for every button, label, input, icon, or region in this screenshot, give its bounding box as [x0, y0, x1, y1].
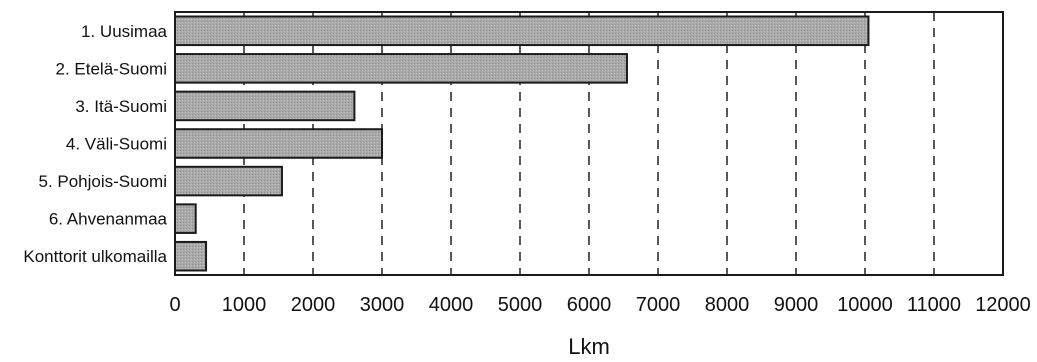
- x-tick-label-3000: 3000: [360, 294, 405, 316]
- category-label-6: 6. Ahvenanmaa: [49, 210, 168, 229]
- x-tick-label-1000: 1000: [222, 294, 267, 316]
- bar-7: [174, 240, 208, 272]
- x-tick-labels: 0 1000 2000 3000 4000 5000 6000 7000 8000 9000 100…: [169, 294, 1030, 316]
- bars: [174, 15, 870, 272]
- category-label-1: 1. Uusimaa: [81, 22, 168, 41]
- x-tick-label-4000: 4000: [429, 294, 474, 316]
- bar-5: [174, 165, 283, 197]
- x-axis-title: Lkm: [568, 334, 610, 359]
- x-tick-label-2000: 2000: [291, 294, 336, 316]
- bar-6: [174, 203, 197, 234]
- bar-3: [174, 90, 356, 122]
- x-tick-label-0: 0: [169, 294, 180, 316]
- x-tick-label-12000: 12000: [975, 294, 1031, 316]
- plot-area-frame: [174, 11, 1004, 276]
- bar-1: [174, 15, 870, 47]
- category-label-4: 4. Väli-Suomi: [66, 135, 167, 154]
- x-tick-label-9000: 9000: [774, 294, 819, 316]
- category-label-3: 3. Itä-Suomi: [75, 97, 167, 116]
- bar-4: [174, 128, 383, 159]
- x-tick-label-11000: 11000: [907, 294, 961, 316]
- category-label-2: 2. Etelä-Suomi: [56, 59, 168, 78]
- x-tick-label-5000: 5000: [498, 294, 543, 316]
- x-tick-label-10000: 10000: [837, 294, 893, 316]
- category-label-7: Konttorit ulkomailla: [23, 247, 167, 266]
- x-tick-label-7000: 7000: [636, 294, 681, 316]
- x-tick-label-8000: 8000: [705, 294, 750, 316]
- x-tick-label-6000: 6000: [567, 294, 612, 316]
- category-label-5: 5. Pohjois-Suomi: [38, 172, 167, 191]
- category-labels: 1. Uusimaa 2. Etelä-Suomi 3. Itä-Suomi 4. V…: [23, 22, 167, 266]
- bar-2: [174, 53, 628, 84]
